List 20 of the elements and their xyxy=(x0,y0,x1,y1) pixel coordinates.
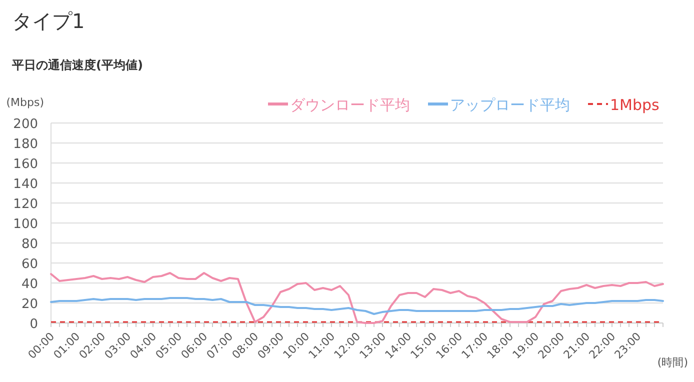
y-tick-label: 0 xyxy=(30,317,38,332)
legend-label: アップロード平均 xyxy=(450,96,570,114)
chart-subtitle: 平日の通信速度(平均値) xyxy=(11,58,143,72)
x-axis-title: (時間) xyxy=(657,356,688,369)
y-tick-label: 100 xyxy=(13,217,38,232)
line-series xyxy=(50,272,664,324)
y-axis-title: (Mbps) xyxy=(6,96,44,109)
y-tick-label: 60 xyxy=(21,257,38,272)
line-series xyxy=(50,297,664,315)
legend-label: 1Mbps xyxy=(610,96,660,114)
y-tick-label: 180 xyxy=(13,137,38,152)
chart-title: タイプ1 xyxy=(12,9,85,33)
y-tick-label: 80 xyxy=(21,237,38,252)
y-tick-label: 120 xyxy=(13,197,38,212)
y-tick-label: 20 xyxy=(21,297,38,312)
legend-label: ダウンロード平均 xyxy=(290,96,410,114)
y-tick-label: 200 xyxy=(13,117,38,132)
y-tick-label: 40 xyxy=(21,277,38,292)
y-tick-label: 160 xyxy=(13,157,38,172)
y-tick-label: 140 xyxy=(13,177,38,192)
